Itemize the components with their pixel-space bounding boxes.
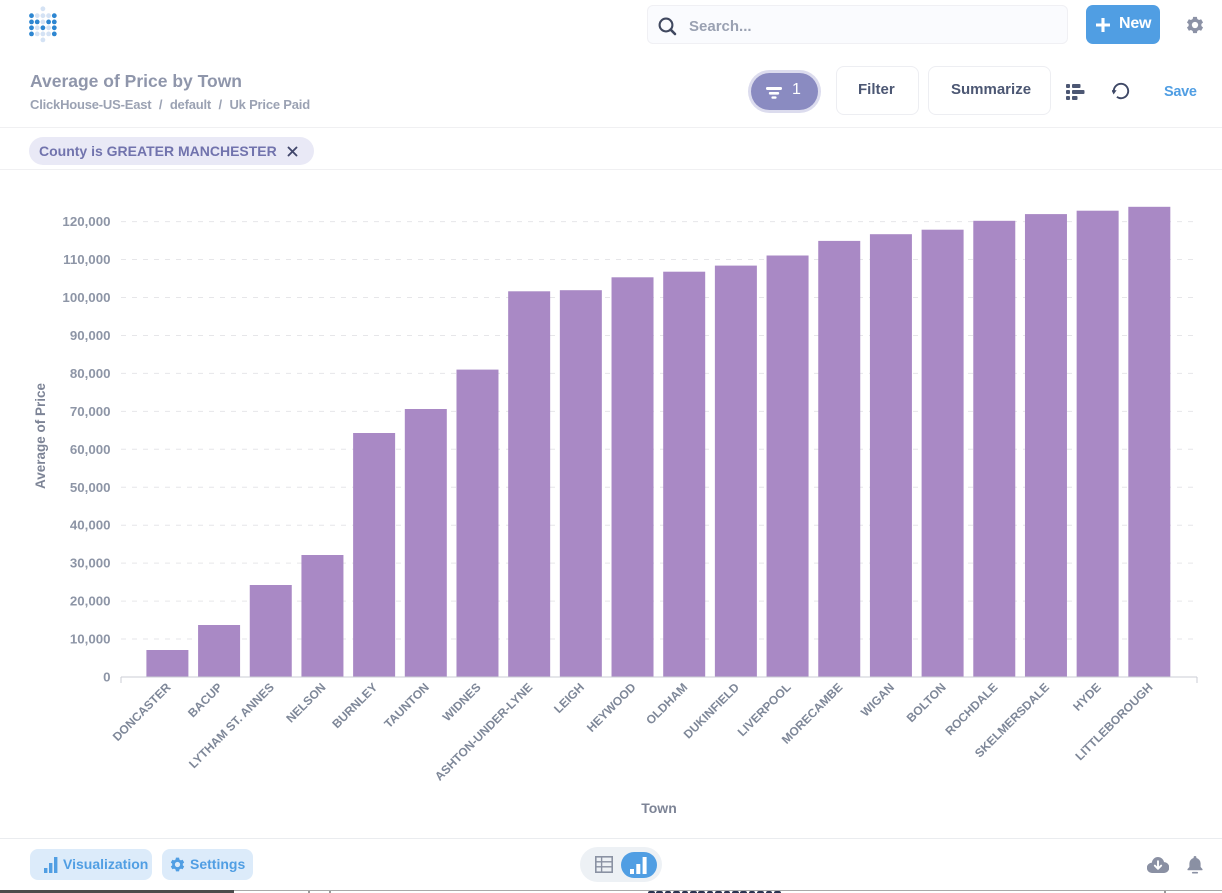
svg-text:110,000: 110,000: [63, 252, 110, 267]
svg-text:90,000: 90,000: [70, 328, 111, 343]
svg-text:100,000: 100,000: [62, 290, 110, 305]
svg-text:80,000: 80,000: [70, 366, 111, 381]
svg-text:Average of Price: Average of Price: [33, 382, 48, 489]
svg-text:10,000: 10,000: [70, 632, 111, 647]
svg-text:HEYWOOD: HEYWOOD: [584, 680, 639, 735]
svg-text:70,000: 70,000: [70, 404, 111, 419]
svg-text:BOLTON: BOLTON: [904, 680, 949, 725]
svg-text:0: 0: [103, 670, 110, 685]
svg-text:40,000: 40,000: [70, 518, 111, 533]
svg-text:20,000: 20,000: [70, 594, 111, 609]
svg-text:Town: Town: [641, 800, 677, 816]
svg-text:30,000: 30,000: [70, 556, 111, 571]
svg-text:TAUNTON: TAUNTON: [381, 680, 432, 731]
svg-text:BACUP: BACUP: [185, 680, 225, 720]
svg-text:NELSON: NELSON: [283, 680, 328, 725]
svg-text:120,000: 120,000: [62, 214, 110, 229]
svg-text:WIDNES: WIDNES: [440, 680, 484, 724]
svg-text:WIGAN: WIGAN: [858, 680, 897, 719]
svg-text:DONCASTER: DONCASTER: [110, 680, 174, 744]
svg-text:50,000: 50,000: [70, 480, 111, 495]
svg-text:HYDE: HYDE: [1070, 680, 1103, 713]
svg-text:DUKINFIELD: DUKINFIELD: [681, 680, 743, 742]
svg-text:ASHTON-UNDER-LYNE: ASHTON-UNDER-LYNE: [432, 680, 535, 783]
svg-text:LEIGH: LEIGH: [551, 680, 587, 716]
svg-text:OLDHAM: OLDHAM: [643, 680, 690, 727]
svg-text:LYTHAM ST. ANNES: LYTHAM ST. ANNES: [186, 680, 277, 771]
svg-text:60,000: 60,000: [70, 442, 111, 457]
svg-text:BURNLEY: BURNLEY: [329, 680, 380, 731]
